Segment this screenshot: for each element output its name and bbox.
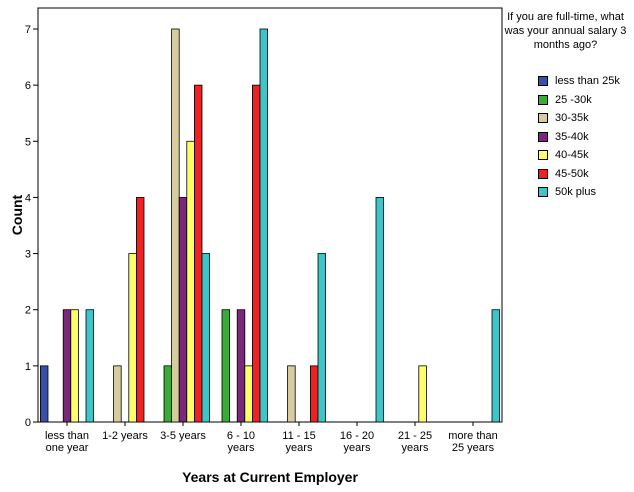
- x-tick-label: more than 25 years: [448, 430, 498, 454]
- x-axis-title: Years at Current Employer: [182, 469, 358, 485]
- legend-label: 25 -30k: [555, 93, 592, 106]
- legend-item: 50k plus: [538, 183, 620, 202]
- legend-label: 40-45k: [555, 149, 589, 162]
- legend-swatch: [538, 150, 548, 161]
- bar-50k-plus: [259, 28, 268, 423]
- bar-45-50k: [309, 365, 319, 423]
- legend-label: less than 25k: [555, 75, 620, 88]
- bar-35-40k: [236, 309, 246, 423]
- y-tick-label: 0: [25, 417, 31, 429]
- bar-45-50k: [251, 84, 261, 423]
- y-tick-label: 5: [25, 136, 31, 148]
- bar-25-30k: [163, 365, 172, 423]
- bar-30-35k: [171, 28, 180, 423]
- x-tick-label: 3-5 years: [160, 430, 206, 442]
- legend-item: 45-50k: [538, 165, 620, 184]
- y-tick-label: 4: [25, 192, 31, 204]
- legend-swatch: [538, 131, 548, 142]
- legend-item: 30-35k: [538, 109, 620, 128]
- x-tick-label: 11 - 15 years: [282, 430, 315, 454]
- bar-30-35k: [287, 365, 296, 423]
- bar-40-45k: [186, 140, 195, 423]
- y-tick-label: 6: [25, 80, 31, 92]
- y-tick-label: 7: [25, 24, 31, 36]
- legend-item: 25 -30k: [538, 91, 620, 110]
- bar-25-30k: [221, 309, 230, 423]
- x-tick-label: 1-2 years: [102, 430, 148, 442]
- bar-35-40k: [178, 197, 188, 423]
- legend-label: 30-35k: [555, 112, 589, 125]
- legend-item: 40-45k: [538, 146, 620, 165]
- legend-item: less than 25k: [538, 72, 620, 91]
- legend-title: If you are full-time, what was your annu…: [504, 11, 627, 51]
- bar-50k-plus: [317, 253, 326, 423]
- bar-50k-plus: [201, 253, 210, 423]
- legend-item: 35-40k: [538, 128, 620, 147]
- x-tick-label: 21 - 25 years: [398, 430, 432, 454]
- x-tick-label: 16 - 20 years: [340, 430, 374, 454]
- y-tick-label: 3: [25, 249, 31, 261]
- x-tick-label: 6 - 10 years: [227, 430, 255, 454]
- bar-50k-plus: [85, 309, 94, 423]
- plot-area: [37, 7, 503, 423]
- bar-40-45k: [244, 365, 253, 423]
- legend-swatch: [538, 94, 548, 105]
- bar-40-45k: [70, 309, 79, 423]
- legend-swatch: [538, 187, 548, 198]
- bar-40-45k: [128, 253, 137, 423]
- bar-30-35k: [113, 365, 122, 423]
- bar-40-45k: [418, 365, 427, 423]
- bar-50k-plus: [491, 309, 500, 423]
- bar-45-50k: [135, 197, 145, 423]
- legend-label: 35-40k: [555, 130, 589, 143]
- legend-swatch: [538, 76, 548, 87]
- legend-swatch: [538, 113, 548, 124]
- bar-35-40k: [62, 309, 72, 423]
- legend-swatch: [538, 168, 548, 179]
- y-tick-label: 1: [25, 361, 31, 373]
- y-axis-title: Count: [9, 194, 25, 235]
- bar-50k-plus: [375, 197, 384, 423]
- bar-less-than-25k: [40, 365, 49, 423]
- y-tick-label: 2: [25, 305, 31, 317]
- legend: less than 25k 25 -30k 30-35k 35-40k 40-45k 45…: [538, 72, 620, 202]
- legend-label: 50k plus: [555, 186, 596, 199]
- legend-label: 45-50k: [555, 167, 589, 180]
- bar-45-50k: [193, 84, 203, 423]
- x-tick-label: less than one year: [45, 430, 89, 454]
